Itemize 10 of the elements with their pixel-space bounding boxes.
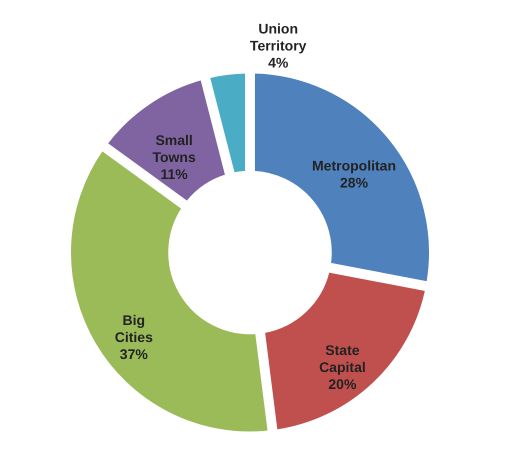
data-label: 11%: [160, 166, 188, 182]
data-label: 28%: [340, 174, 369, 190]
slice-label: Metropolitan: [312, 157, 396, 174]
data-label: 37%: [120, 346, 148, 362]
slice-label: State Capital: [319, 342, 366, 375]
data-label: 4%: [268, 54, 289, 70]
data-label: 20%: [328, 376, 357, 392]
slice-label: Union Territory: [250, 20, 307, 54]
slice-label: Big Cities: [114, 312, 154, 346]
slice-label: Small Towns: [152, 132, 196, 165]
